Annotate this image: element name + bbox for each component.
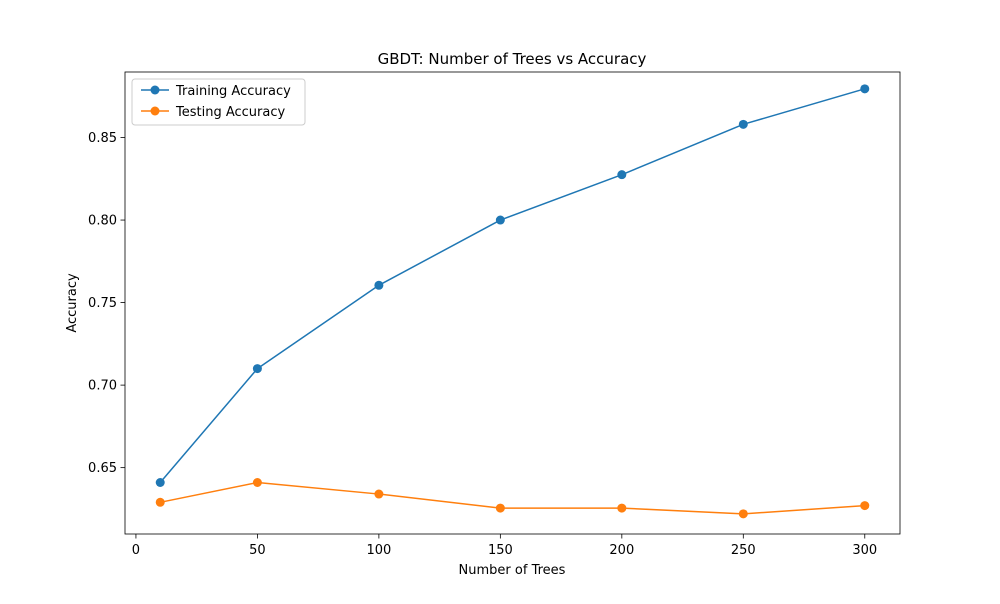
legend-item-training: Training Accuracy <box>141 84 291 99</box>
legend-label-training: Training Accuracy <box>175 84 291 99</box>
data-point-training-accuracy <box>860 84 870 94</box>
x-axis-label: Number of Trees <box>459 563 566 578</box>
data-point-testing-accuracy <box>252 478 262 488</box>
x-tick-label: 50 <box>249 543 266 558</box>
data-point-training-accuracy <box>495 215 505 225</box>
legend: Training Accuracy Testing Accuracy <box>131 78 306 126</box>
data-point-testing-accuracy <box>374 489 384 499</box>
data-point-testing-accuracy <box>860 501 870 511</box>
legend-frame <box>131 78 306 126</box>
chart-title: GBDT: Number of Trees vs Accuracy <box>378 50 647 68</box>
y-tick-label: 0.75 <box>88 296 117 311</box>
y-tick-label: 0.85 <box>88 131 117 146</box>
data-point-training-accuracy <box>374 280 384 290</box>
data-point-training-accuracy <box>738 119 748 129</box>
y-tick-label: 0.65 <box>88 461 117 476</box>
y-tick-label: 0.80 <box>88 214 117 229</box>
x-tick-label: 250 <box>731 543 756 558</box>
x-tick-label: 150 <box>488 543 513 558</box>
y-axis-label: Accuracy <box>65 273 80 333</box>
legend-label-testing: Testing Accuracy <box>175 105 285 120</box>
axes-frame <box>124 71 901 535</box>
data-point-training-accuracy <box>155 478 165 488</box>
series-layer <box>155 84 870 519</box>
data-point-training-accuracy <box>252 364 262 374</box>
x-tick-label: 300 <box>852 543 877 558</box>
data-point-testing-accuracy <box>495 503 505 513</box>
series-testing-accuracy <box>155 478 870 519</box>
y-tick-label: 0.70 <box>88 379 117 394</box>
x-tick-label: 200 <box>609 543 634 558</box>
y-axis-ticks: 0.65 0.70 0.75 0.80 0.85 <box>88 131 125 476</box>
x-tick-label: 100 <box>366 543 391 558</box>
x-tick-label: 0 <box>132 543 140 558</box>
series-training-accuracy <box>155 84 870 488</box>
data-point-training-accuracy <box>617 170 627 180</box>
data-point-testing-accuracy <box>738 509 748 519</box>
data-point-testing-accuracy <box>617 503 627 513</box>
legend-marker-testing <box>150 106 160 116</box>
data-point-testing-accuracy <box>155 497 165 507</box>
plot-area: 0 50 100 150 200 250 300 0.65 0.70 0.75 0.80 0.85 <box>88 71 901 558</box>
x-axis-ticks: 0 50 100 150 200 250 300 <box>132 534 877 558</box>
legend-item-testing: Testing Accuracy <box>141 105 285 120</box>
legend-marker-training <box>150 85 160 95</box>
